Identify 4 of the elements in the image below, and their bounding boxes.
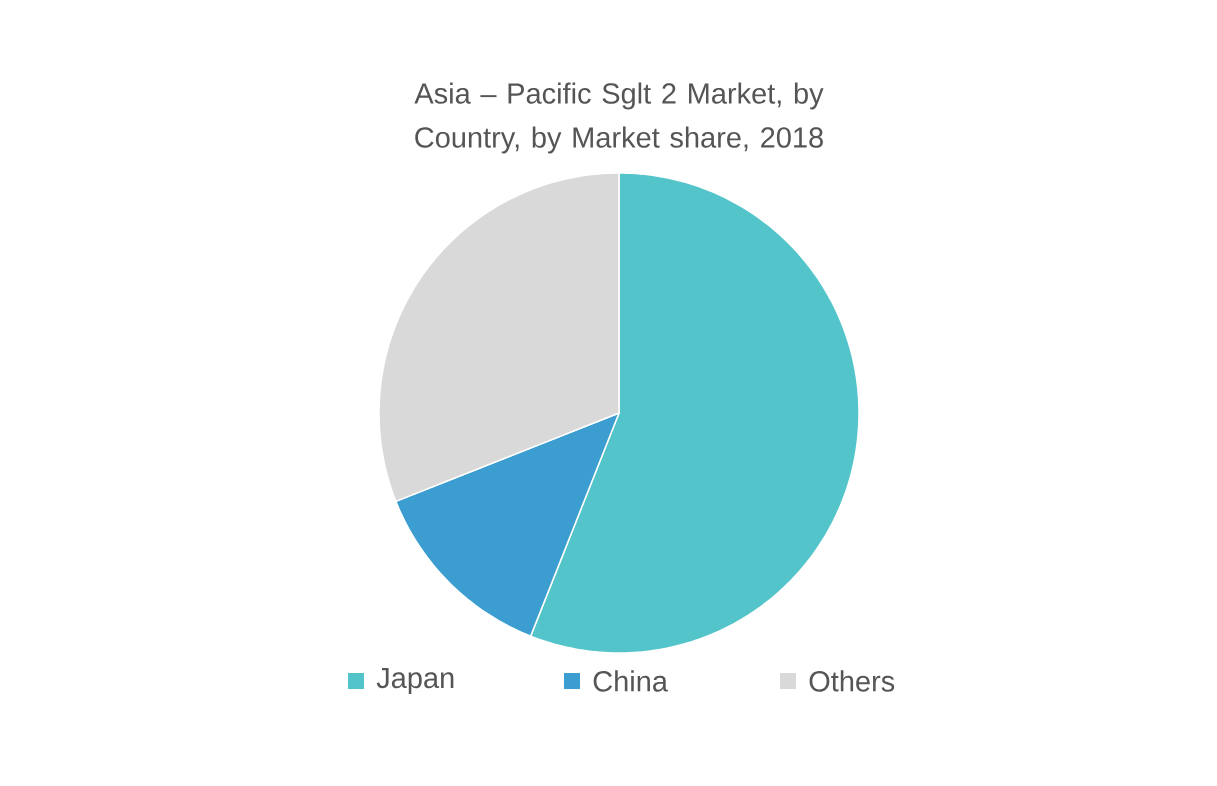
- legend-label: Others: [809, 670, 895, 692]
- chart-title: Asia – Pacific Sglt 2 Market, by Country, by Market share, 2018: [414, 82, 824, 154]
- legend-label: Japan: [376, 668, 454, 694]
- legend-label: China: [593, 670, 668, 692]
